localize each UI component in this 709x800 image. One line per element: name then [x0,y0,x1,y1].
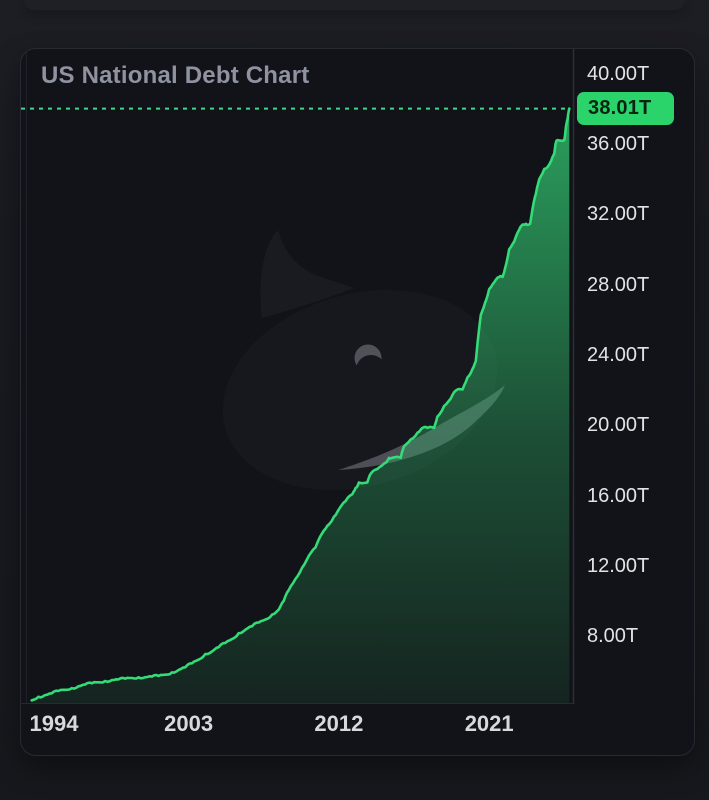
x-tick-label: 2003 [164,711,214,736]
y-tick-label: 16.00T [587,484,650,507]
y-tick-label: 32.00T [587,203,650,226]
y-tick-label: 8.00T [587,625,639,648]
y-tick-label: 12.00T [587,554,650,577]
debt-chart-card: US National Debt Chart [20,48,695,756]
debt-line [30,107,571,702]
top-card-edge [24,0,685,10]
x-tick-label: 2021 [464,711,514,736]
y-tick-label: 24.00T [587,343,650,366]
y-tick-label: 36.00T [587,132,650,155]
y-tick-label: 40.00T [587,62,650,85]
last-value-badge: 38.01T [577,92,674,126]
x-tick-label: 1994 [29,711,79,736]
y-tick-label: 28.00T [587,273,650,296]
y-tick-label: 20.00T [587,414,650,437]
debt-area-fill [31,108,570,704]
debt-chart-card-inner: US National Debt Chart [21,49,694,755]
x-tick-label: 2012 [314,711,364,736]
chart-title: US National Debt Chart [41,62,310,89]
debt-chart-plot[interactable] [21,49,575,704]
